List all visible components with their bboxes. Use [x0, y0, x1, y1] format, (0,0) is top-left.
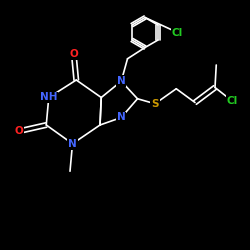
Text: S: S: [151, 99, 159, 109]
Text: NH: NH: [40, 92, 58, 102]
Text: Cl: Cl: [172, 28, 183, 38]
Text: O: O: [14, 126, 23, 136]
Text: N: N: [117, 76, 126, 86]
Text: N: N: [68, 139, 77, 149]
Text: Cl: Cl: [227, 96, 238, 106]
Text: O: O: [70, 49, 78, 59]
Text: N: N: [117, 112, 126, 122]
